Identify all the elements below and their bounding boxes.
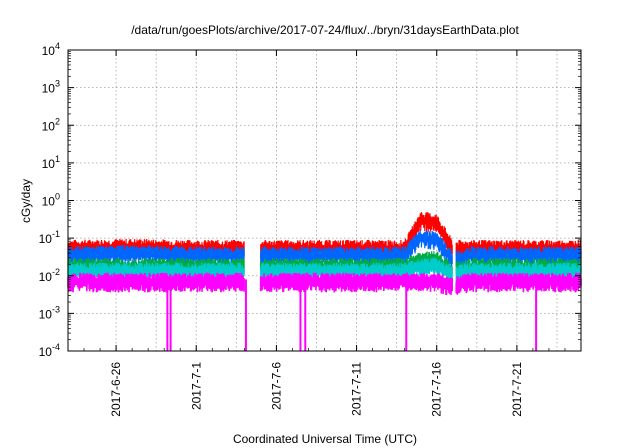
y-tick-label: 103: [42, 79, 60, 96]
series-trace: [67, 272, 582, 296]
x-tick-label: 2017-7-6: [269, 362, 283, 410]
series-1: [67, 229, 582, 268]
x-tick-label: 2017-7-21: [510, 362, 524, 417]
y-tick-label: 10-2: [39, 267, 60, 284]
y-tick-label: 101: [42, 154, 60, 171]
y-tick-label: 102: [42, 116, 60, 133]
y-tick-label: 100: [42, 192, 60, 209]
y-tick-label: 10-3: [39, 304, 60, 321]
chart-title: /data/run/goesPlots/archive/2017-07-24/f…: [131, 23, 519, 37]
y-tick-label: 10-1: [39, 229, 60, 246]
y-axis-label: cGy/day: [19, 179, 33, 223]
series-4: [67, 272, 582, 351]
y-tick-label: 10-4: [39, 342, 60, 359]
series-3: [67, 257, 582, 285]
y-tick-label: 104: [42, 41, 60, 58]
series-trace: [67, 257, 582, 285]
data-series: [67, 212, 582, 351]
series-trace: [67, 229, 582, 268]
x-tick-label: 2017-7-16: [430, 362, 444, 417]
x-axis-label: Coordinated Universal Time (UTC): [233, 432, 417, 446]
x-axis: 2017-6-26 2017-7-1 2017-7-6 2017-7-11 2017-7…: [83, 50, 566, 417]
x-tick-label: 2017-7-11: [350, 362, 364, 416]
x-tick-label: 2017-7-1: [189, 362, 203, 410]
y-axis: 10-4 10-3 10-2 10-1 100 101 102 103 104: [39, 41, 581, 359]
x-tick-label: 2017-6-26: [109, 362, 123, 417]
